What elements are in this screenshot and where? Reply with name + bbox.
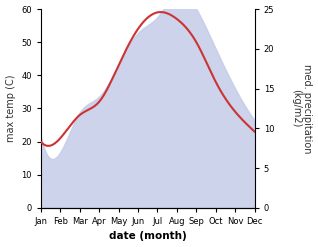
Y-axis label: med. precipitation
(kg/m2): med. precipitation (kg/m2) bbox=[291, 64, 313, 153]
X-axis label: date (month): date (month) bbox=[109, 231, 187, 242]
Y-axis label: max temp (C): max temp (C) bbox=[5, 75, 16, 142]
